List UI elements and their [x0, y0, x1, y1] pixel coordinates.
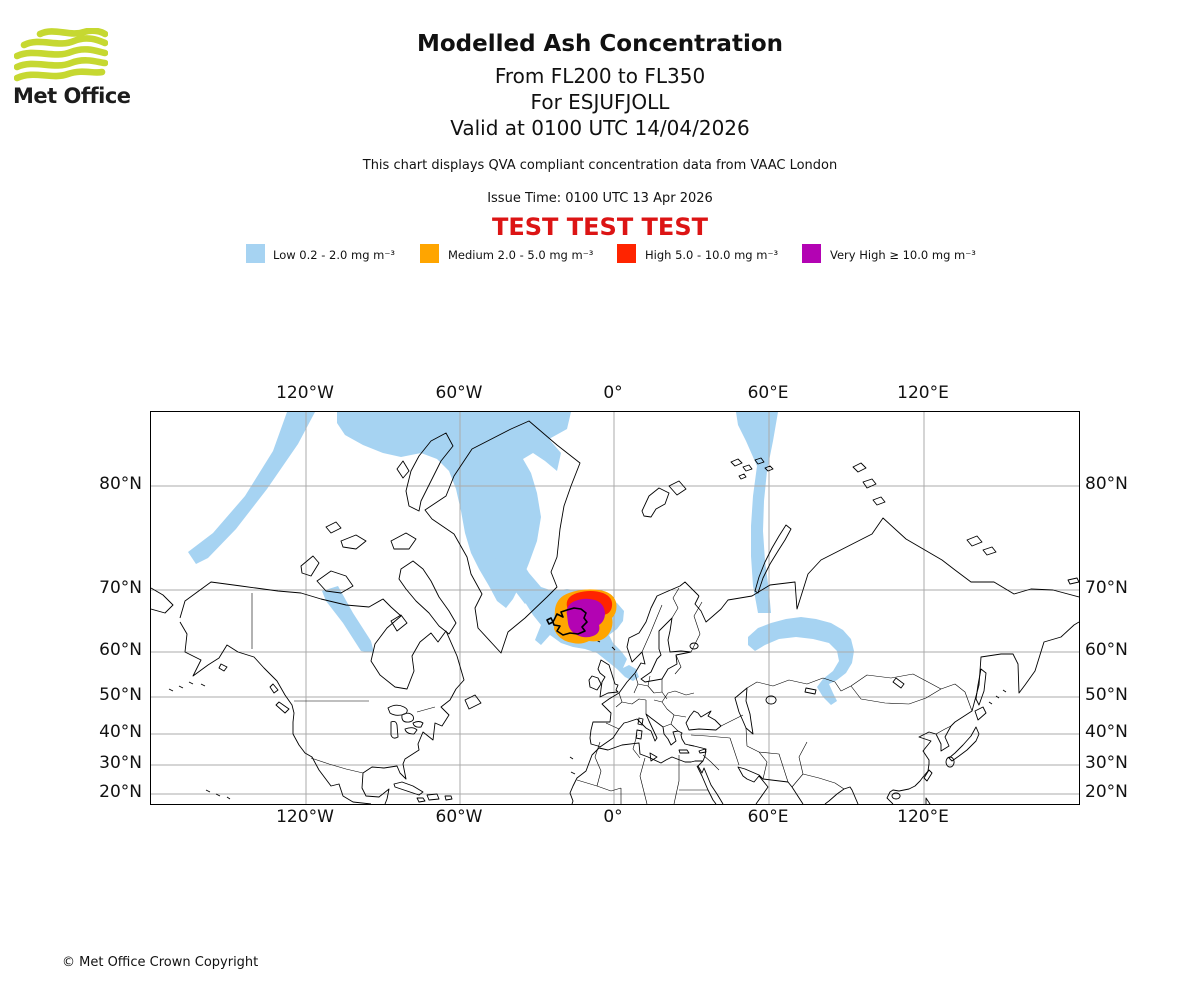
coast-canadian-arctic-islands: [300, 432, 457, 635]
legend-color-low: [246, 244, 265, 263]
lat-label-right-20n: 20°N: [1085, 782, 1128, 802]
ash-low-nw-canada-streak: [188, 412, 315, 564]
ash-low-siberia-swirl: [748, 617, 854, 705]
coast-novaya-zemlya: [754, 524, 792, 594]
met-office-logo-text: Met Office: [13, 84, 131, 108]
lon-label-bottom-60e: 60°E: [747, 807, 789, 827]
ash-low-arctic-baffin-greenland: [337, 412, 571, 608]
lat-label-left-50n: 50°N: [99, 685, 142, 705]
lat-label-right-40n: 40°N: [1085, 722, 1128, 742]
coast-ireland: [588, 675, 602, 691]
coast-mediterranean-islands: [635, 717, 707, 762]
lon-label-bottom-0: 0°: [603, 807, 623, 827]
lon-label-top-60e: 60°E: [747, 383, 789, 403]
lat-label-left-20n: 20°N: [99, 782, 142, 802]
legend-color-very-high: [802, 244, 821, 263]
coast-north-america: [179, 581, 465, 804]
coast-small-islands: [168, 639, 905, 800]
coast-east-asia-islands: [891, 668, 1007, 804]
ash-low-hudson-streak: [322, 586, 374, 653]
lat-label-right-80n: 80°N: [1085, 474, 1128, 494]
coast-caribbean: [393, 781, 453, 803]
lat-label-left-80n: 80°N: [99, 474, 142, 494]
coast-franz-josef-land: [730, 457, 774, 480]
legend-swatch-medium: [420, 244, 439, 263]
legend-label-low: Low 0.2 - 2.0 mg m⁻³: [273, 248, 396, 262]
country-borders: [251, 587, 973, 804]
subtitle-flight-levels: From FL200 to FL350: [494, 64, 706, 88]
legend-swatch-very-high: [802, 244, 821, 263]
legend-label-medium: Medium 2.0 - 5.0 mg m⁻³: [448, 248, 594, 262]
lat-label-right-30n: 30°N: [1085, 753, 1128, 773]
lon-label-top-120w: 120°W: [276, 383, 334, 403]
legend-color-high: [617, 244, 636, 263]
coast-greenland: [424, 420, 581, 654]
legend-swatch-high: [617, 244, 636, 263]
ash-low-regions: [188, 412, 854, 705]
coast-new-siberian-islands: [966, 535, 997, 556]
page-title: Modelled Ash Concentration: [416, 31, 784, 57]
lon-label-top-0: 0°: [603, 383, 623, 403]
coast-newfoundland: [464, 694, 482, 710]
coast-svalbard: [641, 480, 687, 518]
map-panel: [150, 411, 1080, 805]
ash-low-novaya-zemlya-band: [736, 412, 778, 613]
lat-label-right-70n: 70°N: [1085, 578, 1128, 598]
coast-africa: [569, 742, 703, 804]
coast-great-lakes: [387, 704, 424, 739]
coast-wrangel-island: [1067, 577, 1079, 585]
met-office-logo-waves: [14, 28, 108, 82]
coast-baltic-sea: [640, 617, 692, 683]
lon-label-top-120e: 120°E: [897, 383, 949, 403]
ash-plume-core: [546, 589, 617, 644]
coast-iceland: [546, 607, 588, 636]
issue-time: Issue Time: 0100 UTC 13 Apr 2026: [487, 191, 713, 206]
legend-label-very-high: Very High ≥ 10.0 mg m⁻³: [830, 248, 976, 262]
coast-chukotka-left-edge: [151, 587, 174, 614]
lon-label-bottom-120e: 120°E: [897, 807, 949, 827]
coast-severnaya-zemlya: [852, 462, 886, 506]
lon-label-top-60w: 60°W: [435, 383, 483, 403]
subtitle-valid-time: Valid at 0100 UTC 14/04/2026: [450, 116, 750, 140]
subtitle-volcano: For ESJUFJOLL: [530, 90, 670, 114]
legend-swatch-low: [246, 244, 265, 263]
coast-red-sea-africa-side: [696, 765, 717, 804]
coast-caspian-sea: [734, 687, 754, 735]
lat-label-left-70n: 70°N: [99, 578, 142, 598]
legend-label-high: High 5.0 - 10.0 mg m⁻³: [645, 248, 779, 262]
lon-label-bottom-60w: 60°W: [435, 807, 483, 827]
legend-color-medium: [420, 244, 439, 263]
test-banner: TEST TEST TEST: [492, 213, 708, 241]
lon-label-bottom-120w: 120°W: [276, 807, 334, 827]
copyright-notice: © Met Office Crown Copyright: [62, 955, 259, 970]
lat-label-right-50n: 50°N: [1085, 685, 1128, 705]
world-map: [151, 412, 1079, 804]
qva-description: This chart displays QVA compliant concen…: [362, 158, 838, 173]
coast-uk: [597, 659, 619, 698]
coast-black-sea: [685, 710, 722, 731]
lat-label-right-60n: 60°N: [1085, 640, 1128, 660]
lat-label-left-30n: 30°N: [99, 753, 142, 773]
met-office-logo: [14, 28, 108, 84]
lat-label-left-60n: 60°N: [99, 640, 142, 660]
lat-label-left-40n: 40°N: [99, 722, 142, 742]
